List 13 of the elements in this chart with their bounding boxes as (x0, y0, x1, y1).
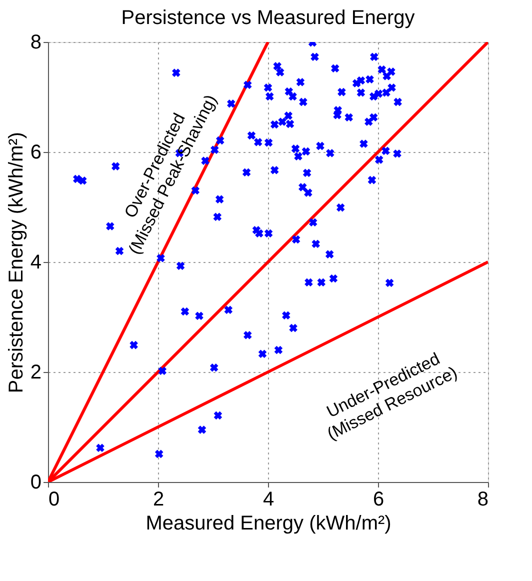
y-tick-label: 4 (30, 252, 42, 274)
y-tick-label: 6 (30, 142, 42, 164)
x-axis-title: Measured Energy (kWh/m²) (146, 512, 392, 534)
y-tick-label: 0 (30, 472, 42, 494)
x-tick-label: 6 (372, 488, 384, 510)
x-tick-label: 8 (477, 488, 488, 510)
y-axis-title: Persistence Energy (kWh/m²) (5, 132, 28, 394)
y-tick-label: 8 (30, 32, 42, 54)
y-tick-label: 2 (30, 362, 42, 384)
chart-title: Persistence vs Measured Energy (121, 7, 415, 29)
x-tick-label: 4 (262, 488, 274, 510)
x-tick-label: 2 (152, 488, 164, 510)
x-tick-label: 0 (48, 488, 60, 510)
